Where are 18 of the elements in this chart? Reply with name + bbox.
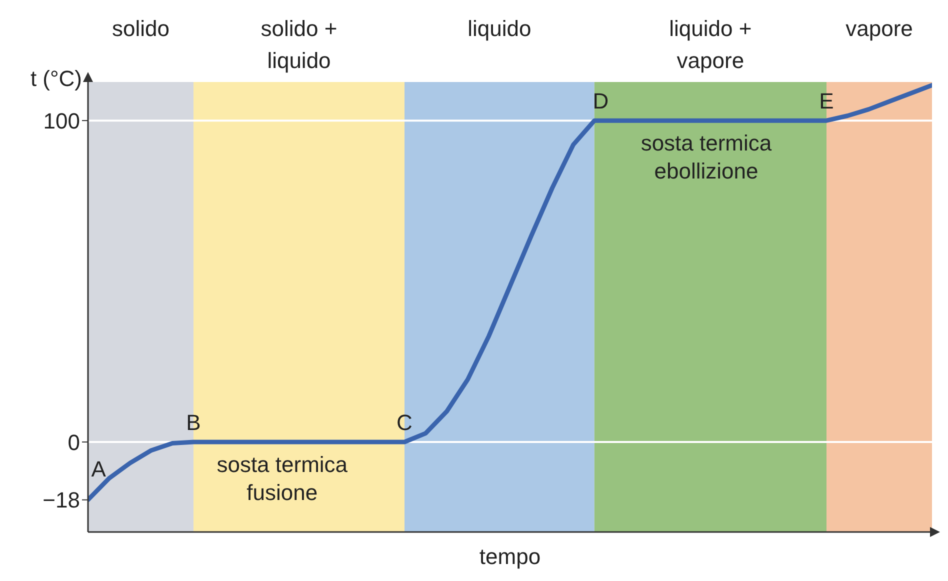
text: liquido	[468, 16, 532, 41]
annotation: A	[91, 456, 106, 482]
annotation: sosta termica fusione	[216, 452, 348, 505]
annotation: C	[396, 410, 413, 435]
annotation: E	[819, 88, 834, 114]
annotation: D	[592, 88, 609, 114]
text: solido + liquido	[260, 16, 338, 73]
y-tick-label: −18	[42, 488, 80, 513]
y-tick-label: 100	[43, 108, 80, 134]
line-series	[88, 82, 932, 502]
x-axis-title: tempo	[479, 544, 541, 569]
text: liquido + vapore	[669, 16, 752, 73]
annotation: sosta termica ebollizione	[640, 130, 772, 184]
text: vapore	[846, 16, 913, 41]
y-tick-label: 0	[68, 430, 80, 455]
y-axis-title: t (°C)	[30, 66, 82, 91]
text: solido	[112, 16, 170, 41]
annotation: B	[186, 410, 201, 435]
